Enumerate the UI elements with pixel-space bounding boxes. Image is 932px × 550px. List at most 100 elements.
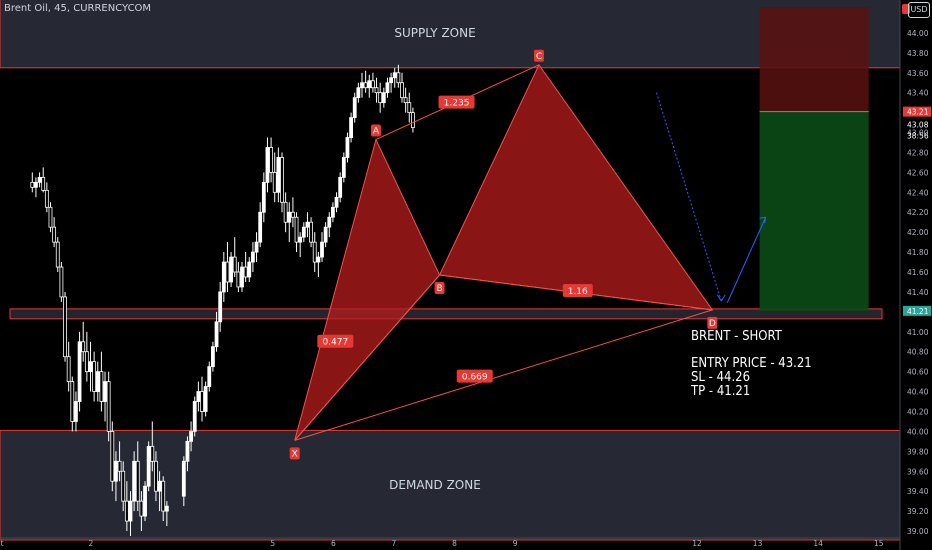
candle-body-66 xyxy=(283,201,288,223)
time-tick-4: 7 xyxy=(392,539,397,548)
candle-body-1 xyxy=(34,181,38,188)
candle-body-18 xyxy=(95,371,100,392)
trade-annotation: BRENT - SHORT ENTRY PRICE - 43.21 SL - 4… xyxy=(691,330,812,399)
price-tick-23: 39.40 xyxy=(907,487,929,496)
price-tick-22: 39.60 xyxy=(907,467,929,476)
candle-body-32 xyxy=(146,445,151,487)
candle-body-68 xyxy=(291,211,295,218)
zone-2 xyxy=(9,308,883,320)
price-tick-7: 42.60 xyxy=(907,168,929,177)
candle-body-37 xyxy=(164,505,169,512)
price-tick-10: 42.00 xyxy=(907,228,929,237)
candle-body-12 xyxy=(74,401,78,422)
candle-body-72 xyxy=(305,221,310,228)
price-label-box-3 xyxy=(903,305,931,316)
candle-body-22 xyxy=(110,431,115,482)
point-box-A xyxy=(370,124,381,137)
candle-body-61 xyxy=(265,147,270,183)
candle-body-65 xyxy=(280,157,284,203)
candle-body-45 xyxy=(207,366,212,387)
candle-body-97 xyxy=(396,72,401,84)
candle-body-3 xyxy=(41,176,46,191)
time-axis[interactable]: ct 2 5 6 7 8 9 12 13 14 15 xyxy=(0,537,900,548)
candle-body-75 xyxy=(316,256,321,263)
point-label-X: X xyxy=(292,449,298,459)
candle-body-71 xyxy=(301,226,306,238)
zone-label-1: DEMAND ZONE xyxy=(389,478,481,492)
time-tick-2: 5 xyxy=(270,539,275,548)
candle-body-88 xyxy=(363,82,368,89)
price-tick-18: 40.40 xyxy=(907,388,929,397)
alert-flag-icon[interactable] xyxy=(902,4,910,14)
currency-badge[interactable]: USD xyxy=(908,2,930,18)
price-axis[interactable]: 44.0043.8043.6043.4043.2043.0042.8042.60… xyxy=(899,0,932,550)
price-tick-19: 40.20 xyxy=(907,407,929,416)
candle-body-52 xyxy=(232,256,237,273)
ratio-label-2: 0.477 xyxy=(322,338,348,348)
candle-body-87 xyxy=(360,82,364,89)
price-tick-13: 41.40 xyxy=(907,288,929,297)
time-tick-6: 9 xyxy=(513,539,518,548)
triangle-xab xyxy=(294,138,441,441)
candle-body-50 xyxy=(225,261,230,283)
price-tick-5: 43.00 xyxy=(907,129,929,138)
ratio-box-0 xyxy=(438,95,475,109)
annotation-tp: TP - 41.21 xyxy=(691,384,751,399)
candle-body-49 xyxy=(221,261,226,293)
candle-body-21 xyxy=(106,381,111,432)
point-box-D xyxy=(707,316,718,329)
price-label-0: 43.21 xyxy=(907,108,929,117)
candle-body-33 xyxy=(150,445,155,462)
candle-body-67 xyxy=(287,211,292,223)
ratio-box-2 xyxy=(317,334,354,348)
candle-body-83 xyxy=(345,137,350,158)
price-tick-17: 40.60 xyxy=(907,368,929,377)
price-tick-9: 42.20 xyxy=(907,208,929,217)
candle-body-57 xyxy=(251,251,255,263)
candle-body-7 xyxy=(55,241,60,268)
projection-up xyxy=(726,217,767,304)
candle-body-46 xyxy=(211,346,215,368)
candle-body-24 xyxy=(117,460,122,472)
candle-body-59 xyxy=(258,211,263,243)
ratio-box-3 xyxy=(456,369,493,383)
candle-body-8 xyxy=(59,266,64,298)
projection-down xyxy=(656,92,722,302)
candle-body-17 xyxy=(92,361,97,392)
annotation-sl: SL - 44.26 xyxy=(691,370,751,385)
stop-loss-box xyxy=(759,7,869,112)
candle-body-19 xyxy=(99,371,104,402)
candle-body-5 xyxy=(48,206,53,228)
line-xd xyxy=(294,309,713,441)
candle-body-48 xyxy=(218,291,223,323)
price-label-1: 43.08 xyxy=(907,121,929,130)
point-label-C: C xyxy=(536,52,542,62)
candle-body-34 xyxy=(154,460,158,492)
candle-body-95 xyxy=(389,77,393,84)
price-tick-0: 44.00 xyxy=(907,29,929,38)
candle-body-35 xyxy=(157,480,162,492)
price-tick-16: 40.80 xyxy=(907,348,929,357)
symbol-title[interactable]: Brent Oil, 45, CURRENCYCOM xyxy=(4,3,152,14)
time-tick-9: 14 xyxy=(813,539,823,548)
point-box-X xyxy=(289,447,300,460)
candle-body-44 xyxy=(203,386,208,412)
price-label-box-0 xyxy=(903,106,931,117)
price-tick-8: 42.40 xyxy=(907,188,929,197)
price-label-2: 38:56 xyxy=(907,132,929,141)
candle-body-40 xyxy=(189,431,193,442)
candle-body-80 xyxy=(334,196,339,208)
candle-body-56 xyxy=(247,261,252,278)
candle-body-29 xyxy=(135,460,140,502)
annotation-heading: BRENT - SHORT xyxy=(691,329,782,344)
candle-body-77 xyxy=(323,226,328,243)
candle-body-86 xyxy=(356,87,361,99)
candle-body-73 xyxy=(309,221,313,243)
candle-body-54 xyxy=(240,266,244,288)
line-xb xyxy=(294,274,440,441)
candle-body-36 xyxy=(161,480,166,512)
zone-label-0: SUPPLY ZONE xyxy=(394,26,475,40)
time-tick-3: 6 xyxy=(331,539,336,548)
zone-0 xyxy=(0,0,901,69)
